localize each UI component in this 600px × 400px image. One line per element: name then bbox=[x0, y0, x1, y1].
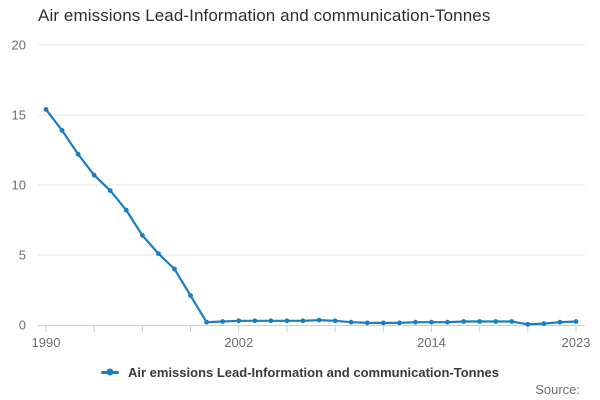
data-point bbox=[91, 172, 97, 178]
y-axis-tick-label: 15 bbox=[12, 108, 26, 123]
data-point bbox=[412, 319, 418, 325]
legend-label: Air emissions Lead-Information and commu… bbox=[127, 364, 500, 380]
data-point bbox=[332, 318, 338, 324]
x-axis-tick-label: 2002 bbox=[224, 335, 253, 350]
y-axis-tick-label: 0 bbox=[19, 318, 26, 333]
data-point bbox=[59, 127, 65, 133]
data-point bbox=[445, 319, 450, 325]
data-point bbox=[557, 319, 563, 325]
chart-title: Air emissions Lead-Information and commu… bbox=[38, 6, 491, 25]
data-point bbox=[236, 318, 242, 324]
data-point bbox=[509, 319, 515, 324]
data-point bbox=[348, 319, 354, 325]
x-axis-tick-label: 2014 bbox=[417, 335, 446, 350]
data-point bbox=[268, 318, 274, 324]
x-axis-tick-label: 1990 bbox=[32, 335, 61, 350]
data-point bbox=[300, 318, 306, 324]
data-point bbox=[429, 319, 434, 325]
legend-dot-icon bbox=[106, 368, 114, 376]
data-point bbox=[477, 319, 483, 324]
data-point bbox=[252, 318, 258, 324]
data-point bbox=[220, 319, 226, 324]
data-point bbox=[107, 188, 113, 194]
data-point bbox=[461, 319, 466, 324]
y-axis-tick-label: 10 bbox=[12, 178, 26, 193]
data-point bbox=[188, 293, 193, 298]
line-chart-plot: 0 5 10 15 20 1990 2002 2014 2023 bbox=[12, 38, 591, 351]
data-point bbox=[525, 321, 531, 327]
data-point bbox=[316, 317, 322, 323]
data-point bbox=[123, 207, 129, 213]
data-point bbox=[493, 319, 499, 324]
y-axis-tick-label: 20 bbox=[12, 38, 26, 53]
data-point bbox=[139, 233, 145, 238]
y-axis-tick-label: 5 bbox=[19, 248, 26, 263]
data-point bbox=[284, 318, 290, 324]
legend-line-marker-icon bbox=[100, 368, 119, 376]
source-label: Source: bbox=[535, 382, 580, 397]
data-point bbox=[573, 319, 579, 324]
data-point bbox=[43, 107, 49, 112]
data-line bbox=[44, 108, 578, 326]
data-point bbox=[156, 251, 161, 256]
data-point bbox=[172, 266, 177, 272]
data-point bbox=[204, 319, 210, 325]
data-point bbox=[396, 320, 402, 326]
x-axis-tick-label: 2023 bbox=[562, 335, 591, 350]
data-point bbox=[380, 320, 386, 326]
data-point bbox=[541, 321, 547, 326]
data-point bbox=[75, 151, 81, 157]
data-point bbox=[364, 320, 370, 326]
legend-item[interactable]: Air emissions Lead-Information and commu… bbox=[0, 362, 600, 382]
